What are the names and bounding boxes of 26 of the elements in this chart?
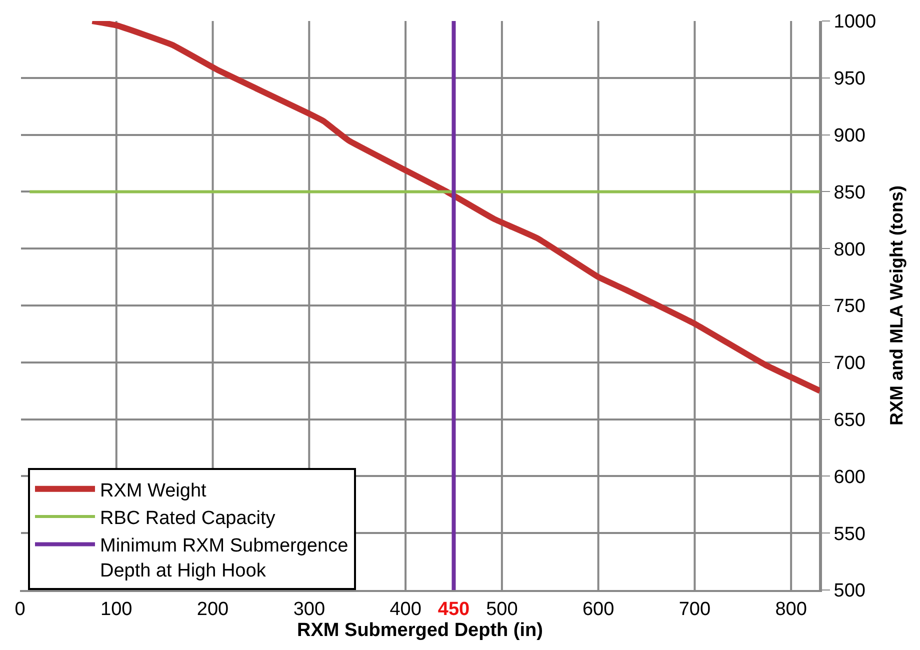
y-tick-label: 950 <box>834 68 866 90</box>
y-tick-label: 900 <box>834 125 866 146</box>
x-tick-label: 600 <box>582 598 614 620</box>
legend-label: RXM Weight <box>100 480 208 502</box>
legend-label: RBC Rated Capacity <box>100 508 276 529</box>
y-tick-label: 650 <box>834 410 866 431</box>
x-tick-label: 200 <box>196 598 229 620</box>
x-tick-label: 300 <box>293 598 326 620</box>
y-tick-label: 550 <box>834 524 866 545</box>
y-tick-label: 500 <box>834 580 866 602</box>
y-axis-title: RXM and MLA Weight (tons) <box>886 186 907 426</box>
legend-label: Minimum RXM Submergence Depth at High Hook <box>100 536 348 582</box>
y-tick-label: 800 <box>834 239 866 260</box>
x-axis-title: RXM Submerged Depth (in) <box>297 620 543 641</box>
x-tick-label: 100 <box>100 598 132 620</box>
y-tick-label: 1000 <box>834 12 876 33</box>
y-tick-label: 700 <box>834 353 866 374</box>
x-tick-label: 450 <box>438 598 470 620</box>
x-tick-label: 800 <box>775 598 807 620</box>
y-tick-label: 750 <box>834 296 866 318</box>
x-tick-label: 400 <box>390 598 422 620</box>
x-tick-label: 0 <box>14 598 26 620</box>
y-tick-label: 600 <box>834 466 866 488</box>
x-tick-label: 700 <box>678 598 711 620</box>
x-tick-label: 500 <box>486 598 518 620</box>
y-tick-label: 850 <box>834 182 866 204</box>
